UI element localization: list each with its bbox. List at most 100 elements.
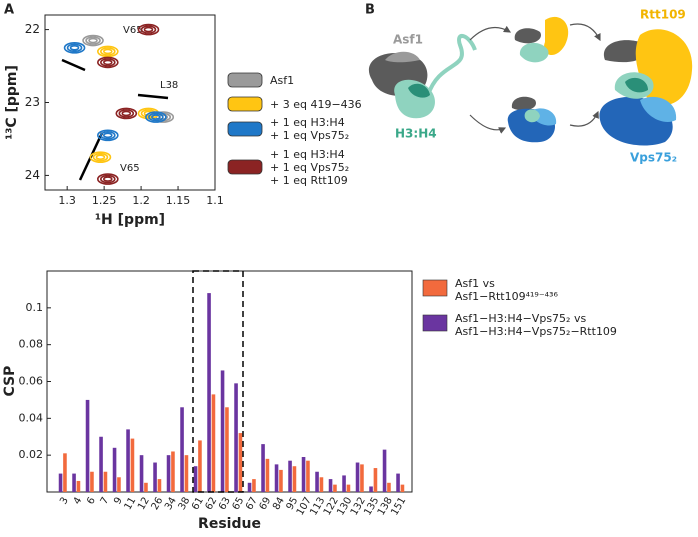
peak-contour (145, 111, 167, 123)
peak-contour (103, 132, 113, 139)
peak-contour (143, 26, 154, 33)
x-axis-label: Residue (198, 516, 261, 532)
legend-label: + 1 eq H3:H4 + 1 eq Vps75₂ (270, 116, 350, 142)
bar (112, 447, 117, 492)
x-tick-label: 11 (123, 496, 139, 513)
diagram (368, 16, 693, 146)
peak-contour (85, 36, 101, 45)
x-tick-label: 65 (231, 496, 247, 513)
asf1-shape (511, 96, 536, 111)
bar (292, 466, 297, 492)
asf1-top (385, 51, 420, 63)
bar (252, 479, 256, 492)
h3h4-shape (524, 109, 540, 123)
y-axis-label: CSP (2, 366, 18, 397)
bar (144, 482, 148, 492)
peak-contour (118, 109, 135, 118)
bar (306, 460, 310, 492)
diagram-label: Rtt109 (640, 8, 686, 22)
diagram-label: Vps75₂ (630, 151, 677, 165)
bar (238, 433, 243, 492)
peak-contour (140, 25, 157, 34)
bar (198, 440, 202, 492)
peak-contour (97, 45, 119, 58)
shift-line (61, 58, 86, 72)
panel-label: A (4, 3, 14, 18)
bar (103, 471, 108, 492)
x-axis-label: ¹H [ppm] (95, 212, 165, 228)
bar (382, 449, 387, 492)
shift-line (137, 93, 169, 100)
x-tick-label: 38 (177, 496, 193, 513)
tail (426, 34, 477, 96)
bar (72, 473, 76, 492)
peak-contour (103, 59, 113, 66)
legend-label: Asf1−H3:H4−Vps75₂ vs Asf1−H3:H4−Vps75₂−R… (455, 312, 617, 338)
panel-label: B (365, 3, 375, 18)
y-tick-label: 0.06 (19, 375, 44, 388)
x-tick-label: 61 (190, 496, 206, 513)
peak-contour (148, 112, 164, 122)
annotation: V65 (120, 163, 140, 174)
peak-contour (97, 56, 119, 69)
peak-contour (89, 151, 112, 163)
bar (369, 486, 373, 492)
y-tick-label: 0.1 (26, 301, 44, 314)
x-tick-label: 1.25 (92, 194, 117, 207)
asf1-shape (514, 28, 541, 44)
peak-contour (63, 42, 86, 54)
bar (319, 477, 324, 492)
bar (126, 429, 130, 492)
bar (90, 471, 94, 492)
peak-contour (137, 23, 160, 36)
arrow (569, 110, 599, 127)
bar (234, 383, 238, 492)
y-tick-label: 0.08 (19, 338, 44, 351)
peak-contour (103, 48, 113, 55)
x-tick-label: 151 (389, 496, 408, 518)
annotation: V65 (123, 25, 143, 36)
bar (99, 436, 103, 492)
bar (139, 455, 144, 492)
x-tick-label: 7 (99, 496, 112, 507)
x-tick-label: 1.1 (206, 194, 224, 207)
y-tick-label: 0.04 (19, 411, 44, 424)
x-tick-label: 62 (204, 496, 220, 513)
peak-contour (121, 110, 132, 117)
bar (76, 480, 81, 492)
peak-contour (82, 34, 104, 47)
bar (117, 477, 121, 492)
bar (130, 438, 135, 492)
x-tick-label: 9 (112, 496, 125, 507)
legend-swatch (227, 72, 263, 88)
peak-contour (100, 174, 116, 184)
x-tick-label: 1.15 (166, 194, 191, 207)
y-tick-label: 24 (25, 168, 40, 182)
x-tick-label: 84 (271, 496, 287, 513)
bar (301, 457, 306, 492)
bar (153, 462, 157, 492)
h4-shape (625, 77, 648, 93)
x-tick-label: 34 (163, 496, 179, 513)
bar (274, 464, 279, 492)
x-tick-label: 1.2 (132, 194, 150, 207)
y-tick-label: 23 (25, 95, 40, 109)
bar (373, 468, 378, 492)
bar (247, 482, 252, 492)
y-tick-label: 22 (25, 22, 40, 36)
legend-swatch (227, 159, 263, 175)
legend-swatch (227, 121, 263, 137)
bar (265, 458, 270, 492)
bar (279, 469, 283, 492)
bar (58, 473, 63, 492)
bar (333, 484, 337, 492)
bar (220, 370, 225, 492)
arrow (469, 25, 512, 41)
bar (85, 399, 90, 492)
legend-swatch (227, 96, 263, 112)
arrow (569, 23, 601, 42)
bar (355, 462, 360, 492)
bar (315, 471, 319, 492)
x-tick-label: 69 (258, 496, 274, 513)
